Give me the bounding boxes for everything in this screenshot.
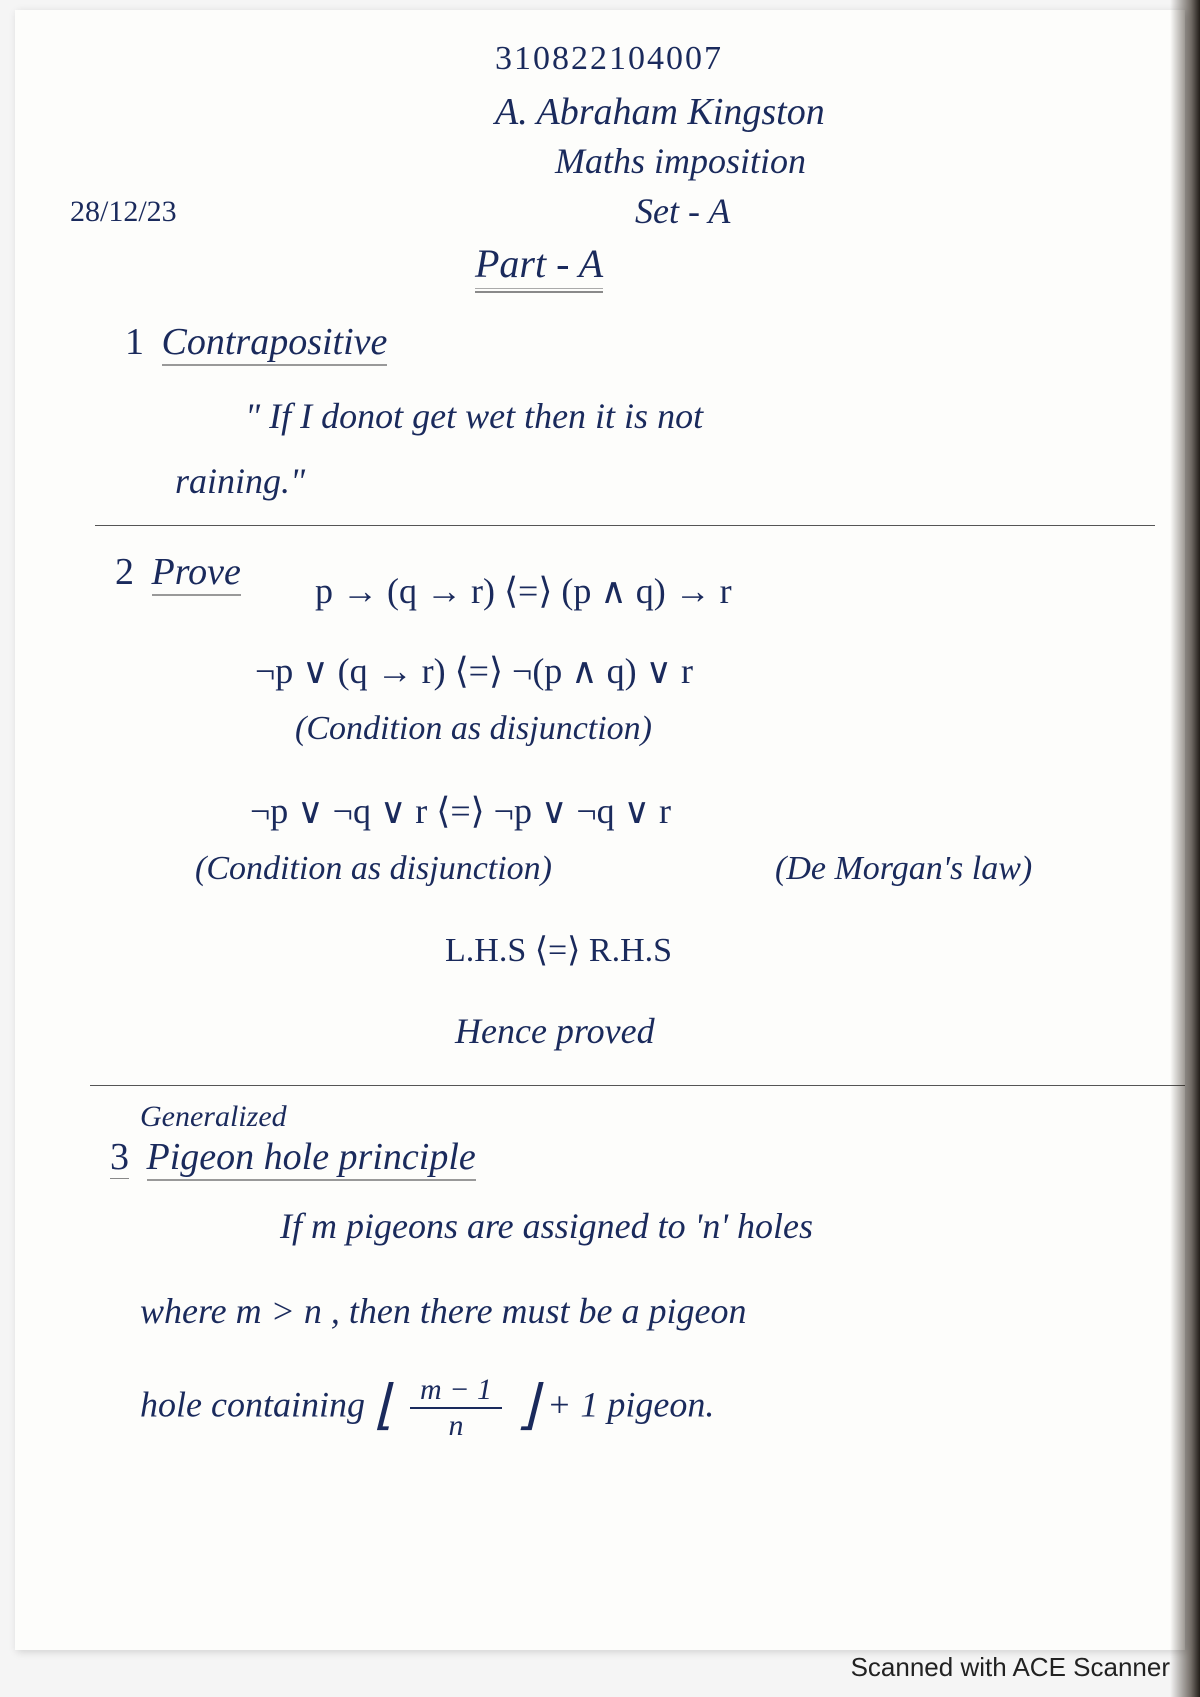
q3-number: 3	[110, 1136, 129, 1179]
date: 28/12/23	[70, 195, 177, 229]
q3-heading: 3 Pigeon hole principle	[110, 1135, 476, 1179]
q3-frac-numerator: m − 1	[410, 1375, 502, 1409]
set-label: Set - A	[635, 190, 730, 232]
part-title: Part - A	[475, 240, 603, 293]
q3-text-line1: If m pigeons are assigned to 'n' holes	[280, 1205, 813, 1247]
q2-step-2: ¬p ∨ (q → r) ⟨=⟩ ¬(p ∧ q) ∨ r	[255, 650, 693, 692]
divider-2	[90, 1085, 1185, 1086]
floor-right-bracket: ⌋	[517, 1373, 538, 1436]
q1-text-line1: " If I donot get wet then it is not	[245, 395, 703, 437]
q2-step-3: ¬p ∨ ¬q ∨ r ⟨=⟩ ¬p ∨ ¬q ∨ r	[250, 790, 671, 832]
q2-step-2-note: (Condition as disjunction)	[295, 710, 652, 748]
q2-step-3-note-left: (Condition as disjunction)	[195, 850, 552, 888]
q2-conclusion: Hence proved	[455, 1010, 655, 1052]
student-id: 310822104007	[495, 40, 723, 78]
q1-text-line2: raining."	[175, 460, 305, 502]
q2-number: 2	[115, 551, 134, 593]
q2-step-3-note-right: (De Morgan's law)	[775, 850, 1032, 888]
q3-title: Pigeon hole principle	[147, 1136, 476, 1181]
q3-line3-pre: hole containing	[140, 1384, 365, 1424]
q3-fraction: m − 1 n	[410, 1375, 502, 1441]
scanned-page: 310822104007 A. Abraham Kingston Maths i…	[15, 10, 1185, 1650]
q3-text-line2: where m > n , then there must be a pigeo…	[140, 1290, 747, 1332]
divider-1	[95, 525, 1155, 526]
q2-lhs-rhs: L.H.S ⟨=⟩ R.H.S	[445, 930, 672, 970]
q3-line3-post: + 1 pigeon.	[547, 1384, 714, 1424]
q1-title: Contrapositive	[162, 321, 388, 366]
scanner-watermark: Scanned with ACE Scanner	[851, 1652, 1170, 1683]
q2-heading: 2 Prove	[115, 550, 241, 594]
q1-number: 1	[125, 321, 144, 363]
scan-edge-shadow	[1170, 0, 1200, 1697]
q3-generalized-label: Generalized	[140, 1100, 287, 1134]
q3-frac-denominator: n	[410, 1409, 502, 1441]
q2-title: Prove	[152, 551, 241, 596]
floor-left-bracket: ⌊	[374, 1373, 395, 1436]
q1-heading: 1 Contrapositive	[125, 320, 387, 364]
student-name: A. Abraham Kingston	[495, 90, 825, 134]
q2-step-1: p → (q → r) ⟨=⟩ (p ∧ q) → r	[315, 570, 732, 612]
subject-line: Maths imposition	[555, 140, 806, 182]
q3-text-line3: hole containing ⌊ m − 1 n ⌋ + 1 pigeon.	[140, 1375, 714, 1441]
